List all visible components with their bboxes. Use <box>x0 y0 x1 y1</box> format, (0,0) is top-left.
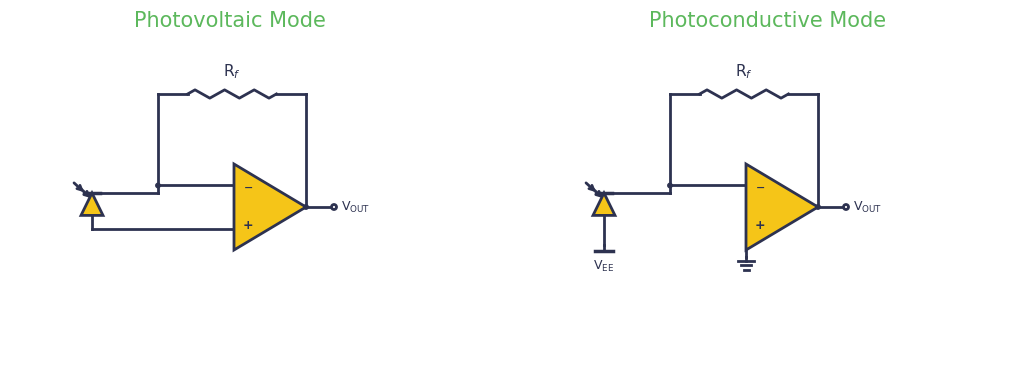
Text: −: − <box>756 183 765 193</box>
Circle shape <box>816 205 820 209</box>
Text: R$_f$: R$_f$ <box>735 62 753 81</box>
Circle shape <box>156 183 160 188</box>
Text: Photovoltaic Mode: Photovoltaic Mode <box>134 11 326 31</box>
Text: +: + <box>243 220 254 232</box>
Circle shape <box>304 205 308 209</box>
Text: V$_{\rm OUT}$: V$_{\rm OUT}$ <box>341 200 370 214</box>
Text: Photoconductive Mode: Photoconductive Mode <box>649 11 887 31</box>
Text: +: + <box>755 220 766 232</box>
Circle shape <box>844 204 849 210</box>
Polygon shape <box>234 164 306 250</box>
Text: R$_f$: R$_f$ <box>223 62 241 81</box>
Polygon shape <box>81 193 103 215</box>
Polygon shape <box>746 164 818 250</box>
Circle shape <box>668 183 672 188</box>
Text: −: − <box>244 183 253 193</box>
Circle shape <box>332 204 337 210</box>
Text: V$_{\rm OUT}$: V$_{\rm OUT}$ <box>853 200 882 214</box>
Polygon shape <box>593 193 615 215</box>
Text: V$_{\rm EE}$: V$_{\rm EE}$ <box>594 259 614 275</box>
